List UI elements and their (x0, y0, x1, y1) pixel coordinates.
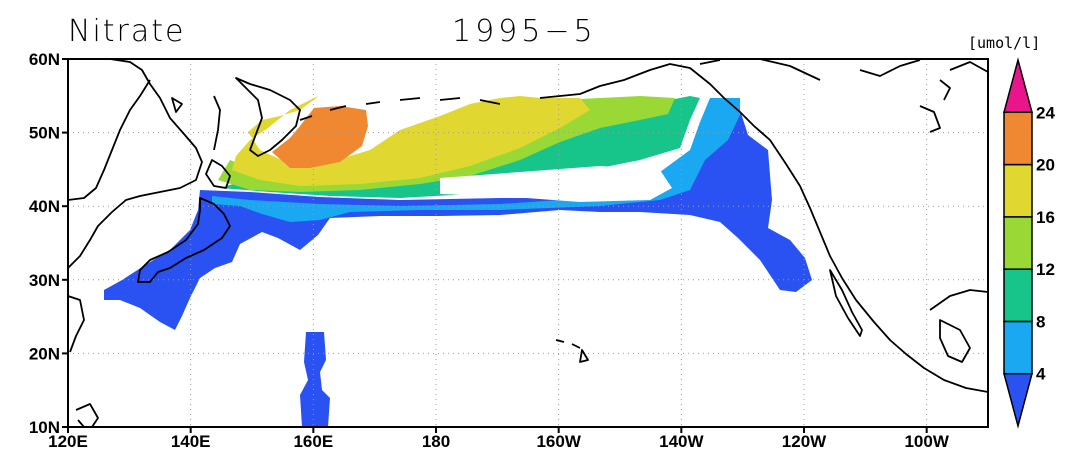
x-tick-label: 120E (48, 432, 88, 451)
x-tick-label: 160W (536, 432, 581, 451)
colorbar-swatch (1003, 57, 1033, 114)
colorbar-label: 8 (1036, 312, 1045, 331)
colorbar-label: 4 (1036, 365, 1046, 384)
colorbar-swatch (1003, 372, 1033, 429)
y-tick-label: 30N (29, 271, 60, 290)
x-tick-label: 100W (904, 432, 949, 451)
nitrate-region-4-8 (212, 98, 740, 222)
date-title: 1995−5 (452, 14, 597, 49)
x-tick-label: 160E (293, 432, 333, 451)
nitrate-region-column (300, 332, 330, 427)
colorbar-swatch (1003, 320, 1033, 375)
nitrate-field (104, 96, 812, 427)
x-tick-label: 140W (659, 432, 704, 451)
map-frame (67, 58, 989, 428)
x-axis: 120E 140E 160E 180 160W 140W 120W 100W (48, 427, 950, 451)
colorbar-label: 16 (1036, 208, 1055, 227)
colorbar: 4 8 12 16 20 24 (1003, 57, 1055, 429)
nitrate-gap (440, 166, 672, 202)
colorbar-label: 24 (1036, 103, 1055, 122)
y-axis: 10N 20N 30N 40N 50N 60N (29, 50, 68, 437)
coastlines (68, 59, 988, 427)
map-gridlines (68, 59, 988, 427)
colorbar-label: 12 (1036, 260, 1055, 279)
x-tick-label: 180 (422, 432, 450, 451)
colorbar-swatch (1003, 216, 1033, 270)
x-tick-label: 120W (782, 432, 827, 451)
y-tick-label: 50N (29, 124, 60, 143)
colorbar-swatch (1003, 268, 1033, 323)
variable-title: Nitrate (68, 14, 186, 49)
y-tick-label: 10N (29, 418, 60, 437)
colorbar-swatch (1003, 111, 1033, 166)
y-tick-label: 60N (29, 50, 60, 69)
colorbar-label: 20 (1036, 156, 1055, 175)
nitrate-region-20-24 (272, 106, 368, 168)
nitrate-region-low (104, 108, 812, 330)
y-tick-label: 20N (29, 344, 60, 363)
x-tick-label: 140E (171, 432, 211, 451)
colorbar-swatch (1003, 163, 1033, 218)
y-tick-label: 40N (29, 197, 60, 216)
colorbar-unit: [umol/l] (968, 34, 1041, 52)
